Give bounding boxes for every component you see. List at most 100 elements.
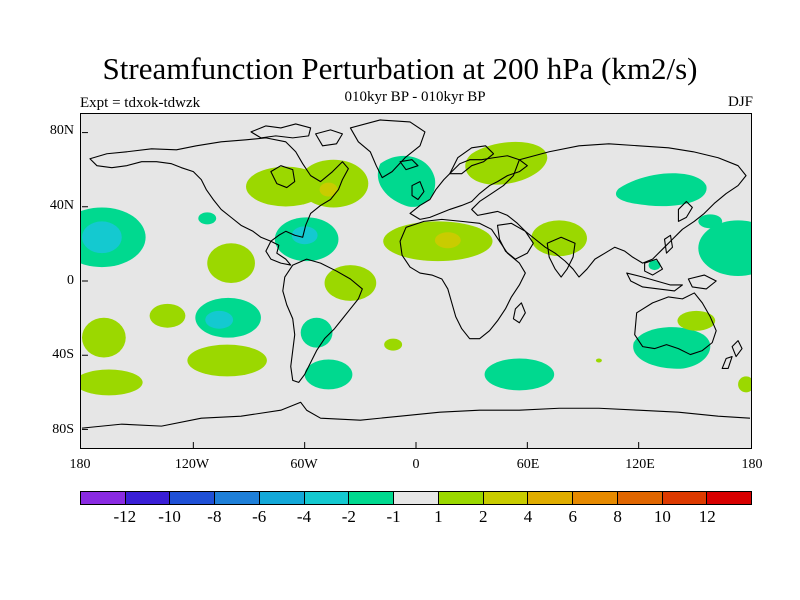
coastline-india: [546, 236, 576, 278]
lat-label-80s: 80S: [52, 422, 74, 437]
anomaly-region: [187, 344, 267, 377]
experiment-label: Expt = tdxok-tdwzk: [80, 95, 201, 111]
anomaly-region: [434, 232, 461, 249]
colorbar-swatch: [304, 492, 350, 504]
colorbar-label: 4: [523, 507, 533, 526]
anomaly-region: [298, 159, 369, 208]
coastline-borneo: [644, 258, 664, 276]
coastline-scandinavia: [449, 145, 495, 175]
colorbar-label: 1: [434, 507, 443, 526]
anomaly-region: [595, 358, 602, 363]
coastline-new-guinea: [687, 274, 717, 290]
anomaly-region: [738, 376, 751, 393]
lon-label-120e: 120E: [625, 457, 655, 472]
colorbar-swatch: [215, 492, 260, 504]
colorbar-label: 8: [613, 507, 622, 526]
plot-subtitle: 010kyr BP - 010kyr BP: [344, 89, 486, 105]
anomaly-region: [677, 310, 716, 331]
colorbar-swatch: [528, 492, 574, 504]
map-panel: [80, 113, 752, 449]
coastline-arctic-islands: [250, 123, 312, 139]
colorbar-label: 10: [653, 507, 671, 526]
anomaly-region: [484, 358, 555, 391]
anomaly-region: [81, 369, 143, 396]
coastline-new-zealand: [721, 356, 733, 370]
colorbar-label: 6: [568, 507, 578, 526]
colorbar-label: -6: [252, 507, 267, 526]
lat-label-40n: 40N: [49, 198, 74, 213]
coastline-indonesia: [626, 272, 683, 292]
colorbar-swatch: [170, 492, 216, 504]
coastline-antarctica: [81, 401, 751, 429]
anomaly-region: [384, 338, 403, 351]
coastline-south-america: [282, 258, 363, 383]
lon-label-180w: 180: [69, 457, 91, 472]
colorbar-swatch: [438, 492, 484, 504]
plot-title: Streamfunction Perturbation at 200 hPa (…: [102, 51, 698, 86]
colorbar-swatch: [125, 492, 171, 504]
coastline-japan: [677, 200, 693, 222]
colorbar-swatch: [349, 492, 395, 504]
map-plot: [81, 119, 751, 448]
coastline-british-isles: [411, 181, 425, 201]
colorbar-swatch: [81, 492, 126, 504]
coastline-iceland: [399, 159, 419, 171]
lon-label-60w: 60W: [290, 457, 318, 472]
axis-ticks: [82, 132, 640, 448]
anomaly-region: [465, 141, 548, 185]
anomaly-region: [149, 303, 186, 328]
colorbar-swatch: [259, 492, 305, 504]
season-label: DJF: [727, 94, 753, 110]
lon-label-120w: 120W: [174, 457, 210, 472]
colorbar-label: 2: [478, 507, 488, 526]
lon-label-60e: 60E: [516, 457, 540, 472]
colorbar-label: -8: [207, 507, 222, 526]
anomaly-region: [324, 265, 377, 301]
anomaly-region: [633, 327, 711, 369]
anomaly-region: [205, 310, 234, 329]
colorbar-label: -10: [158, 507, 181, 526]
coastline-north-america: [89, 137, 349, 266]
coastline-hudson-bay: [270, 165, 296, 189]
colorbar-swatch: [707, 492, 752, 504]
anomaly-region: [300, 317, 333, 348]
anomaly-region: [207, 243, 255, 283]
anomaly-region: [615, 173, 707, 207]
anomaly-region: [698, 220, 751, 277]
anomaly-region: [82, 221, 122, 254]
lon-label-0: 0: [412, 457, 420, 472]
coastline-new-zealand: [731, 340, 743, 358]
coastlines: [81, 119, 751, 429]
colorbar-label: -1: [386, 507, 401, 526]
anomaly-shading: [81, 141, 751, 396]
coastline-greenland: [349, 119, 426, 179]
anomaly-region: [198, 212, 217, 225]
colorbar-label: -4: [296, 507, 312, 526]
coastline-australia: [634, 292, 717, 356]
coastline-arctic-islands: [315, 129, 343, 147]
coastline-asia: [471, 143, 747, 278]
anomaly-region: [304, 359, 353, 390]
colorbar-swatch: [617, 492, 663, 504]
lat-label-40s: 40S: [52, 347, 74, 362]
anomaly-region: [648, 260, 661, 271]
coastline-arabia: [496, 222, 534, 260]
lat-label-80n: 80N: [49, 123, 74, 138]
colorbar-swatch: [483, 492, 529, 504]
anomaly-region: [82, 317, 126, 358]
colorbar-swatch: [394, 492, 439, 504]
lon-label-180e: 180: [741, 457, 763, 472]
colorbar-label: 12: [698, 507, 716, 526]
coastline-africa: [399, 218, 526, 340]
lat-label-0: 0: [67, 273, 74, 288]
anomaly-region: [291, 226, 318, 245]
colorbar-label: -12: [113, 507, 137, 526]
colorbar: [80, 491, 752, 505]
anomaly-region: [698, 214, 723, 229]
anomaly-region: [319, 182, 338, 197]
coastline-madagascar: [512, 302, 526, 324]
coastline-europe: [409, 155, 528, 220]
colorbar-label: -2: [341, 507, 356, 526]
coastline-philippines: [663, 234, 674, 254]
colorbar-swatch: [573, 492, 618, 504]
